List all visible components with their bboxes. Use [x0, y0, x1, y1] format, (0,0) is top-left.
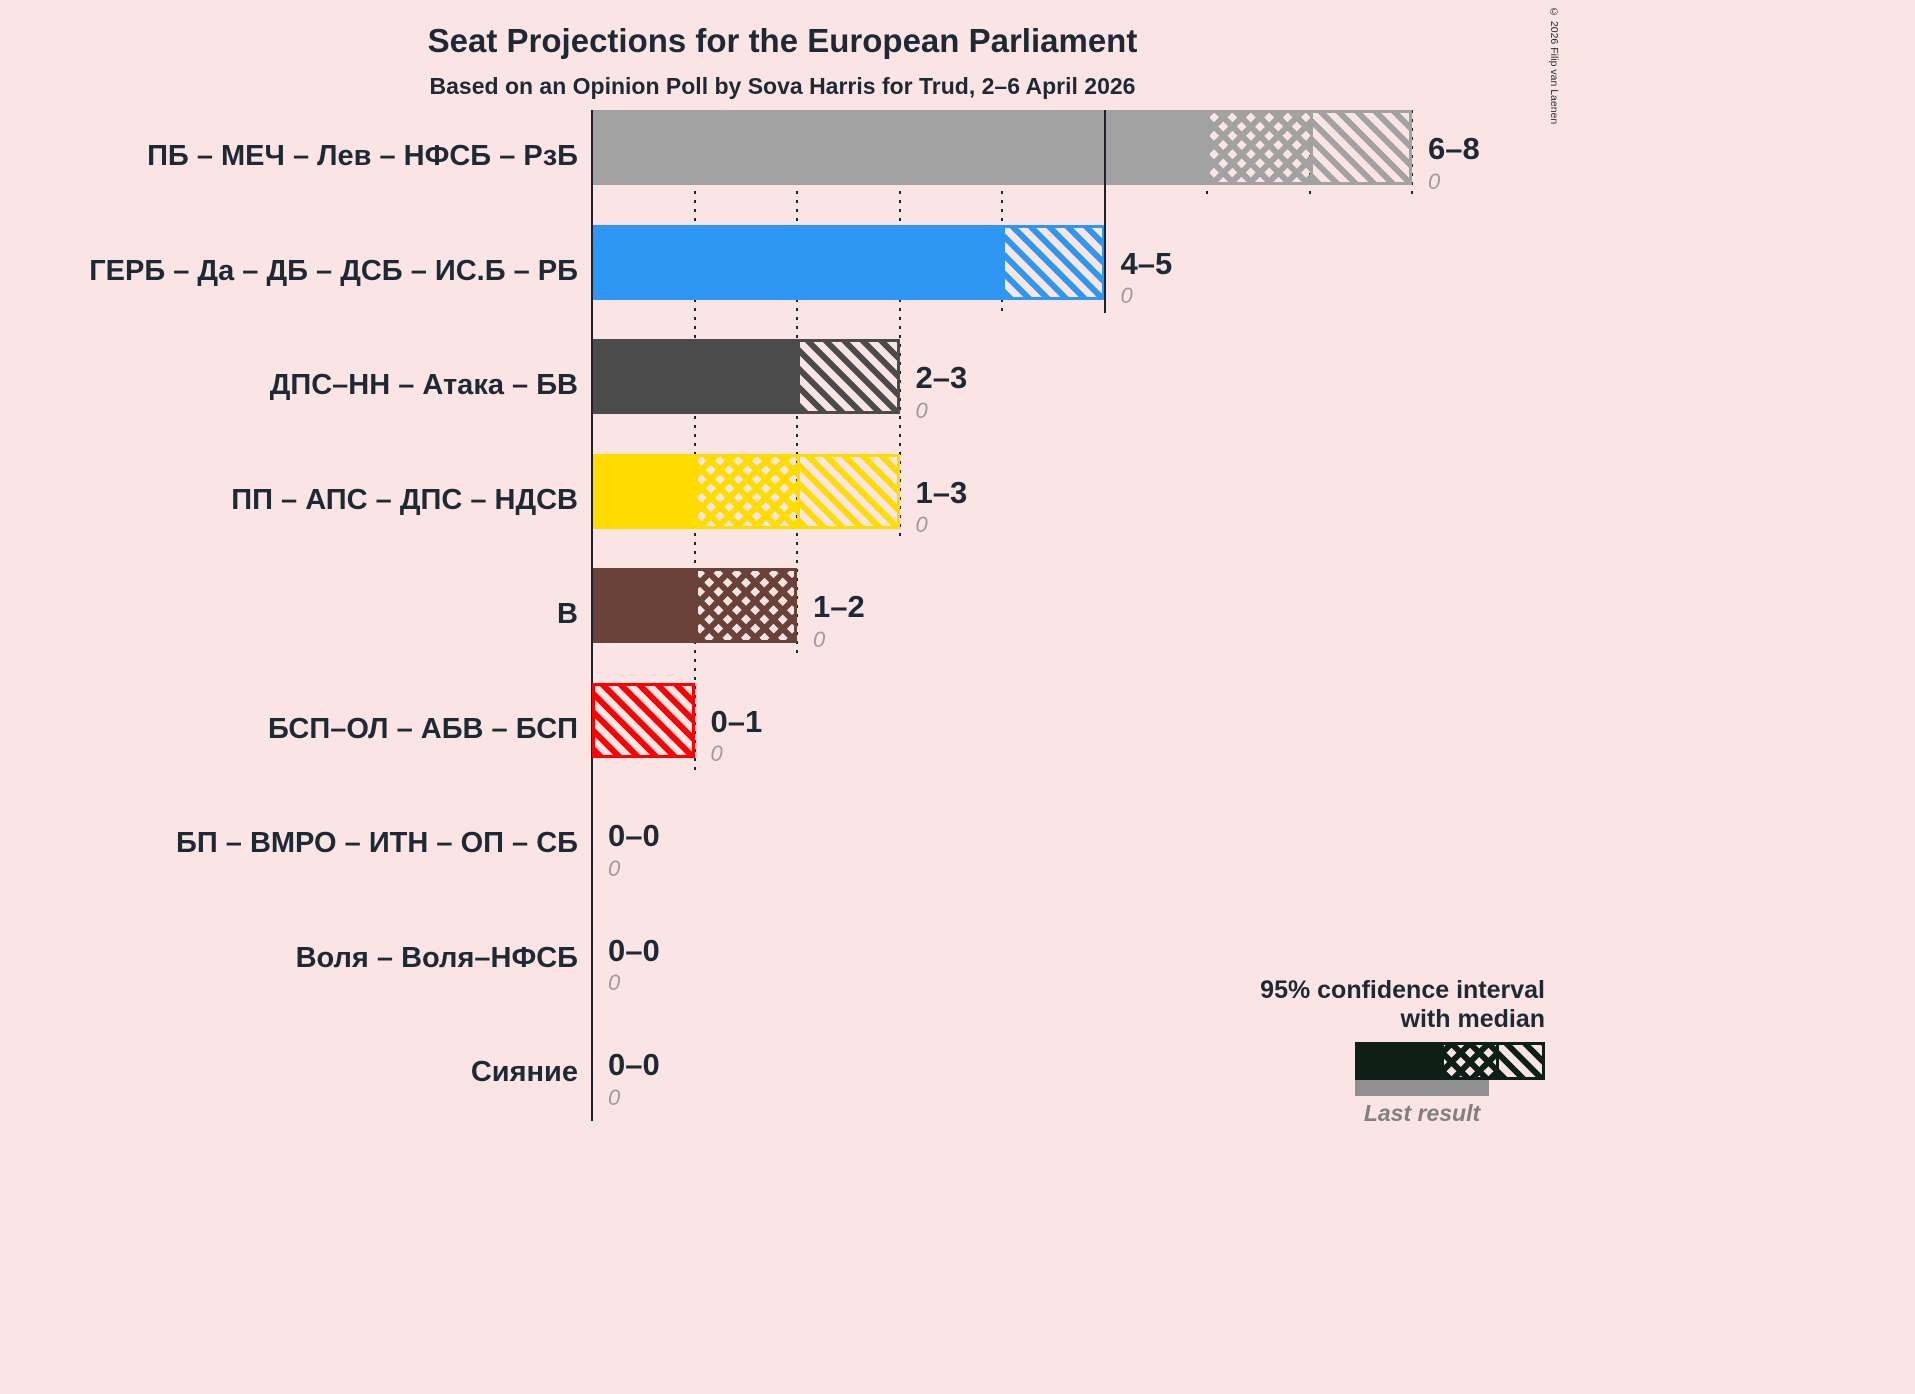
ci-above-median-diagonal — [797, 456, 897, 526]
legend-ci-text: 95% confidence interval with median — [1260, 976, 1545, 1034]
bar-confidence-interval — [694, 453, 900, 529]
ci-range-text: 0–1 — [710, 703, 763, 739]
ci-value-label: 0–0 0 — [608, 1047, 660, 1110]
ci-value-label: 4–5 0 — [1120, 245, 1173, 309]
row-label: ПБ – МЕЧ – Лев – НФСБ – РзБ — [147, 140, 578, 172]
ci-value-label: 1–2 0 — [813, 589, 865, 652]
bar-confidence-interval — [592, 682, 695, 758]
row-label: БСП–ОЛ – АБВ – БСП — [267, 712, 578, 745]
ci-range-text: 1–3 — [915, 474, 968, 510]
last-result-value: 0 — [915, 397, 928, 423]
bar-solid-segment — [593, 224, 1002, 300]
bar-confidence-interval — [797, 339, 900, 414]
ci-below-median-crosshatch — [697, 456, 797, 526]
ci-range-text: 1–2 — [813, 589, 865, 624]
bar-solid-segment — [593, 110, 1207, 185]
bar-confidence-interval — [1002, 224, 1105, 300]
legend-last-result-bar — [1355, 1080, 1489, 1096]
gridline — [1001, 110, 1003, 313]
gridline — [898, 110, 901, 542]
row-label: ГЕРБ – Да – ДБ – ДСБ – ИС.Б – РБ — [89, 254, 578, 287]
row-label: Сияние — [470, 1056, 578, 1088]
row-label: Воля – Воля–НФСБ — [295, 941, 578, 974]
legend-crosshatch-segment — [1444, 1045, 1496, 1077]
legend-sample-bar — [1355, 1042, 1545, 1080]
last-result-value: 0 — [813, 626, 826, 652]
ci-value-label: 0–0 0 — [608, 932, 660, 996]
last-result-value: 0 — [915, 512, 928, 538]
row-label: ПП – АПС – ДПС – НДСВ — [231, 483, 578, 516]
ci-range-text: 0–0 — [608, 1047, 660, 1082]
legend-last-result-label: Last result — [1363, 1100, 1481, 1126]
last-result-value: 0 — [608, 970, 621, 996]
ci-value-label: 1–3 0 — [915, 474, 968, 538]
ci-value-label: 6–8 0 — [1428, 131, 1480, 194]
reference-line — [1103, 110, 1106, 313]
ci-value-label: 0–1 0 — [710, 703, 763, 767]
ci-range-text: 4–5 — [1120, 245, 1173, 281]
last-result-value: 0 — [608, 855, 621, 881]
legend-ci-line2: with median — [1400, 1005, 1545, 1033]
last-result-value: 0 — [608, 1084, 621, 1110]
chart-canvas: Seat Projections for the European Parlia… — [89, 6, 1560, 1126]
copyright-notice: © 2026 Filip van Laenen — [1548, 6, 1560, 125]
axis-line — [591, 110, 593, 1121]
ci-below-median-crosshatch — [1210, 113, 1310, 182]
ci-range-text: 0–0 — [608, 932, 660, 968]
ci-value-label: 0–0 0 — [608, 818, 660, 881]
last-result-value: 0 — [710, 741, 723, 767]
bar-solid-segment — [593, 568, 695, 643]
page-title: Seat Projections for the European Parlia… — [427, 22, 1138, 59]
ci-above-median-diagonal — [595, 685, 692, 755]
ci-range-text: 0–0 — [608, 818, 660, 853]
ci-above-median-diagonal — [1309, 113, 1409, 182]
row-label: ДПС–НН – Атака – БВ — [269, 369, 578, 401]
last-result-value: 0 — [1120, 283, 1133, 309]
ci-value-label: 2–3 0 — [915, 360, 968, 423]
legend-ci-line1: 95% confidence interval — [1260, 976, 1545, 1004]
chart-area: ПБ – МЕЧ – Лев – НФСБ – РзБ 6–8 0 ГЕРБ – Да… — [89, 110, 1480, 1121]
ci-above-median-diagonal — [800, 342, 897, 411]
bar-confidence-interval — [1207, 110, 1412, 185]
bar-solid-segment — [593, 339, 797, 414]
legend-diagonal-segment — [1495, 1045, 1542, 1077]
gridline — [1411, 110, 1413, 198]
ci-below-median-crosshatch — [697, 571, 794, 640]
page-subtitle: Based on an Opinion Poll by Sova Harris … — [429, 73, 1136, 99]
legend-solid-segment — [1358, 1045, 1445, 1077]
gridline — [693, 110, 696, 771]
ci-range-text: 6–8 — [1428, 131, 1480, 166]
ci-above-median-diagonal — [1005, 227, 1102, 297]
row-label: В — [557, 598, 578, 630]
bar-solid-segment — [593, 453, 695, 529]
bar-confidence-interval — [694, 568, 797, 643]
last-result-value: 0 — [1428, 168, 1441, 194]
ci-range-text: 2–3 — [915, 360, 968, 395]
row-label: БП – ВМРО – ИТН – ОП – СБ — [176, 827, 578, 859]
